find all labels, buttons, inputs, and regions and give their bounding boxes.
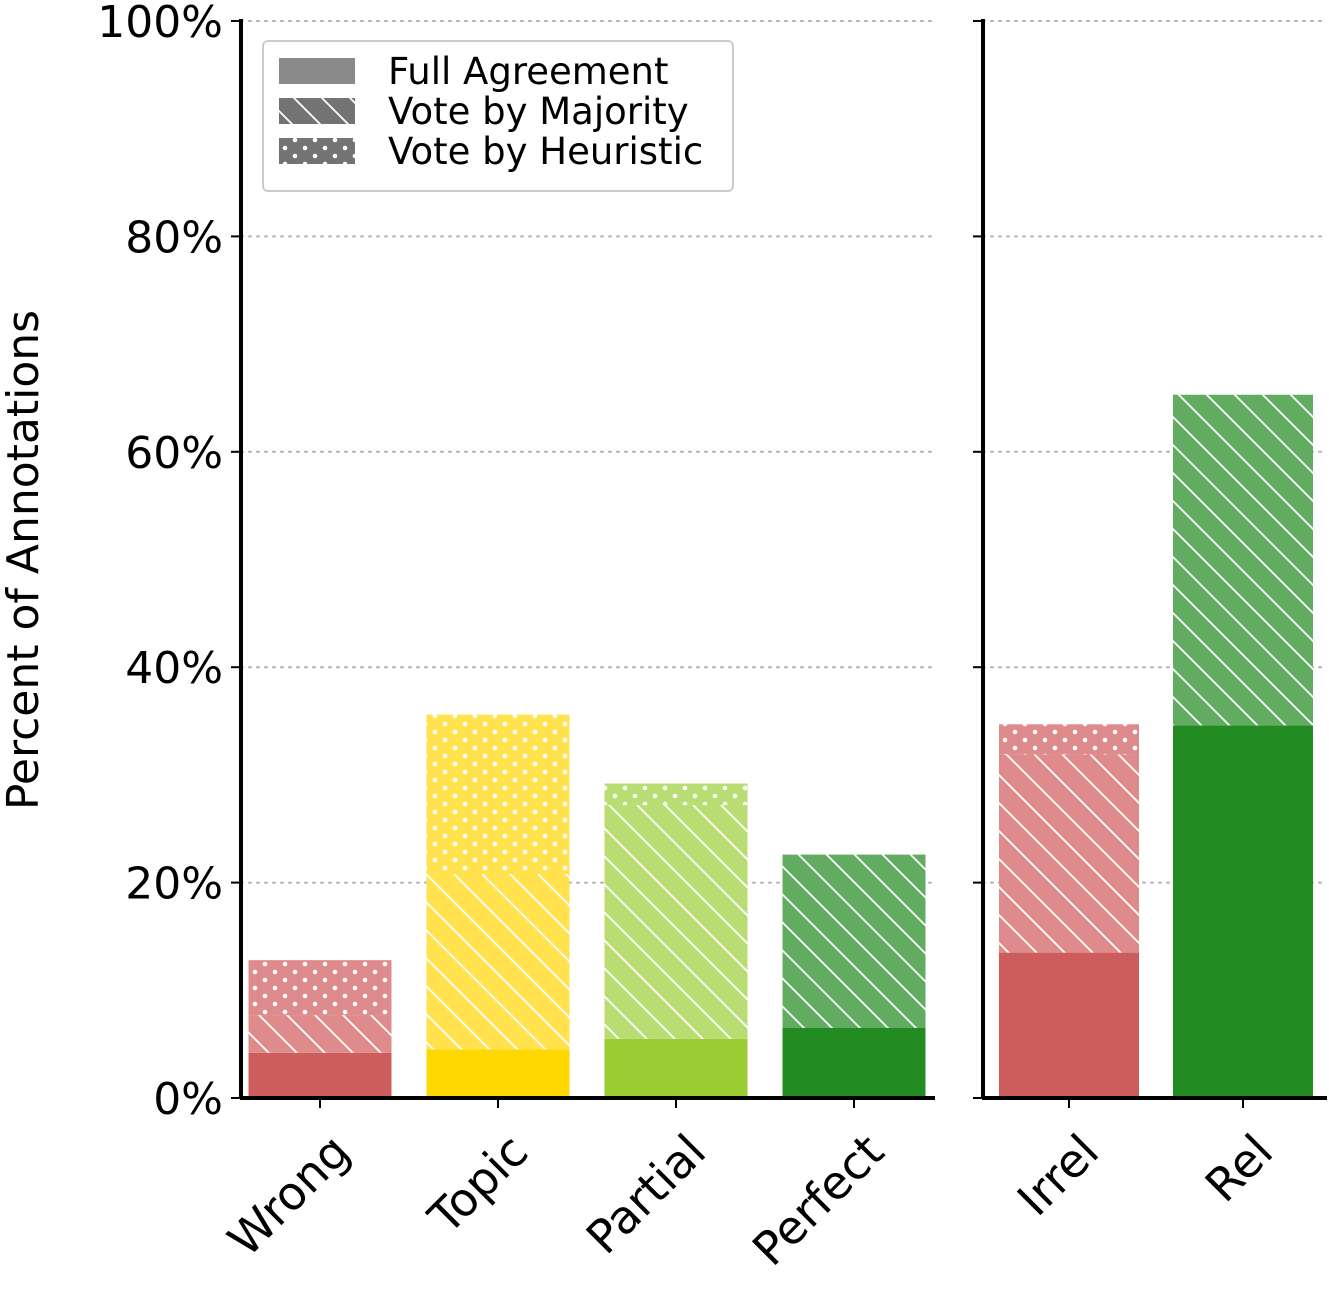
bar-partial-vote-by-majority [604,805,748,1039]
bar-rel-vote-by-majority [1173,394,1313,726]
bar-irrel-full-agreement [999,952,1139,1098]
legend-frame [262,40,734,192]
legend-swatch-vote-by-heuristic [279,138,355,164]
y-tick-label: 60% [125,428,223,479]
x-tick-label-rel: Rel [1195,1124,1283,1212]
bar-partial-full-agreement [604,1038,748,1098]
y-tick-label: 0% [153,1074,223,1125]
y-tick-label: 80% [125,212,223,263]
bar-topic-full-agreement [426,1049,570,1098]
bar-wrong-full-agreement [248,1052,392,1098]
bar-perfect-full-agreement [782,1027,926,1098]
bar-topic-vote-by-majority [426,873,570,1050]
legend-swatch-full-agreement [279,58,355,84]
bar-partial-vote-by-heuristic [604,783,748,806]
x-tick-label-irrel: Irrel [1007,1124,1109,1226]
bar-irrel-vote-by-majority [999,754,1139,953]
y-axis-label: Percent of Annotations [0,310,49,810]
x-tick-label-wrong: Wrong [217,1124,360,1267]
legend-label-full-agreement: Full Agreement [388,50,669,93]
bar-irrel-vote-by-heuristic [999,724,1139,755]
bar-wrong-vote-by-majority [248,1015,392,1053]
y-tick-label: 20% [125,859,223,910]
bar-wrong-vote-by-heuristic [248,960,392,1016]
bar-rel-full-agreement [1173,725,1313,1098]
x-tick-label-perfect: Perfect [742,1124,894,1276]
legend-label-vote-by-heuristic: Vote by Heuristic [388,130,703,173]
y-tick-label: 40% [125,643,223,694]
right-panel: Irrel Rel [973,19,1328,1226]
bar-perfect-vote-by-majority [782,854,926,1028]
legend-label-vote-by-majority: Vote by Majority [388,90,689,133]
legend-swatch-vote-by-majority [279,98,355,124]
bar-topic-vote-by-heuristic [426,714,570,874]
x-tick-label-partial: Partial [576,1124,716,1264]
x-tick-label-topic: Topic [417,1124,538,1245]
y-tick-label: 100% [97,0,223,48]
